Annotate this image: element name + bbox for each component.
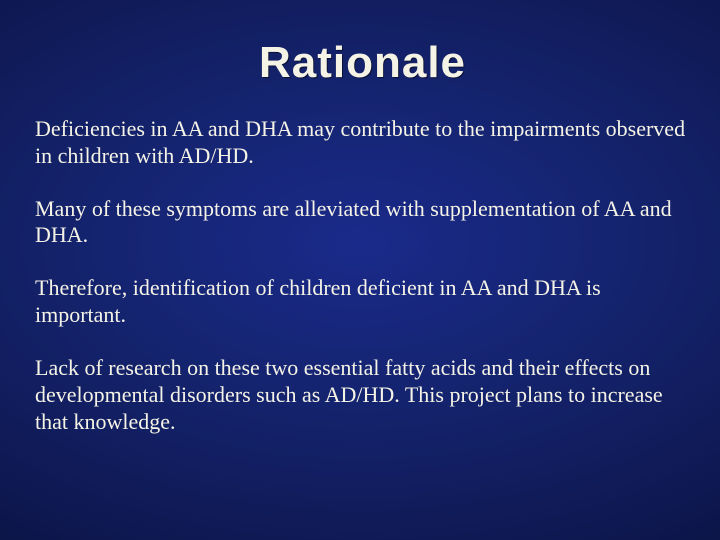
slide-container: Rationale Deficiencies in AA and DHA may… — [0, 0, 720, 540]
paragraph: Therefore, identification of children de… — [35, 275, 690, 329]
slide-body: Deficiencies in AA and DHA may contribut… — [35, 116, 690, 435]
paragraph: Lack of research on these two essential … — [35, 355, 690, 435]
slide-title: Rationale — [35, 38, 690, 88]
paragraph: Deficiencies in AA and DHA may contribut… — [35, 116, 690, 170]
paragraph: Many of these symptoms are alleviated wi… — [35, 196, 690, 250]
